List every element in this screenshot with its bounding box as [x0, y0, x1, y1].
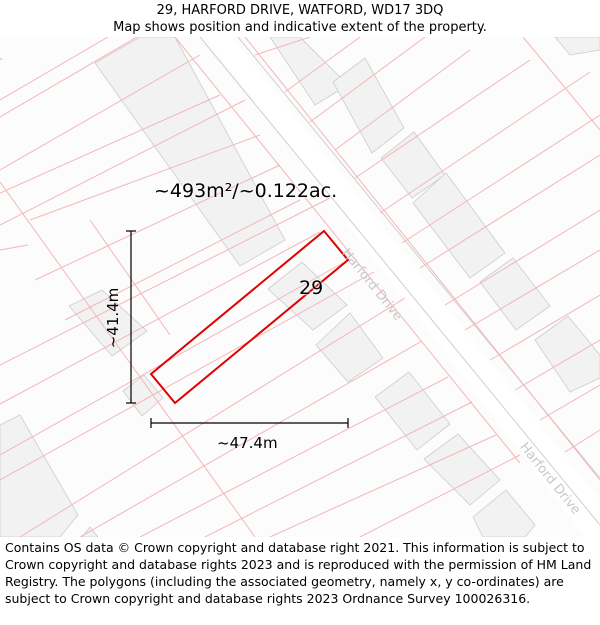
property-address-title: 29, HARFORD DRIVE, WATFORD, WD17 3DQ — [156, 3, 444, 18]
vertical-dimension-bar — [126, 230, 136, 404]
vertical-dimension-label: ~41.4m — [104, 287, 122, 349]
attribution-text: Contains OS data © Crown copyright and d… — [5, 540, 592, 606]
property-boundary-29[interactable] — [149, 229, 350, 405]
area-label: ~493m²/~0.122ac. — [154, 180, 338, 202]
map-subtitle: Map shows position and indicative extent… — [113, 20, 487, 35]
horizontal-dimension-bar — [150, 418, 349, 428]
property-map[interactable]: ~493m²/~0.122ac. 29 ~41.4m ~47.4m Harfor… — [0, 37, 600, 537]
horizontal-dimension-label: ~47.4m — [217, 434, 278, 452]
parcel-boundaries — [0, 37, 600, 537]
plot-number-label: 29 — [299, 277, 324, 299]
map-canvas — [0, 37, 600, 537]
map-header: 29, HARFORD DRIVE, WATFORD, WD17 3DQ Map… — [0, 0, 600, 37]
buildings — [0, 37, 600, 537]
